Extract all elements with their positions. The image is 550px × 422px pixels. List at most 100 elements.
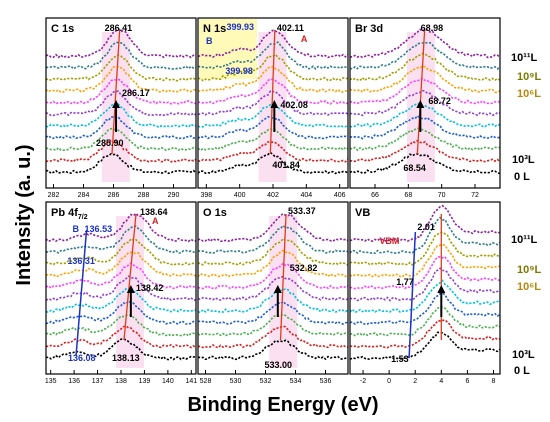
annot-peak-bottom: 285.90 xyxy=(96,138,124,148)
shift-arrowhead xyxy=(416,100,425,108)
panel-title: C 1s xyxy=(51,23,74,35)
annot-peak-bottom: 68.54 xyxy=(403,163,426,173)
series-3 xyxy=(45,300,197,326)
series-6 xyxy=(197,262,349,290)
series-1 xyxy=(349,319,501,349)
x-tick-label: 536 xyxy=(320,378,332,385)
x-tick-label: 139 xyxy=(139,378,151,385)
series-1 xyxy=(197,141,349,163)
annot-peak-mid: 402.08 xyxy=(280,100,308,110)
series-0 xyxy=(45,153,197,175)
series-9 xyxy=(45,225,197,254)
series-5 xyxy=(45,275,196,301)
x-tick-label: 136 xyxy=(68,378,80,385)
shift-arrowhead xyxy=(270,100,279,108)
component-label-a: A xyxy=(152,216,159,226)
annot-b-bottom: 136.08 xyxy=(68,353,96,363)
series-6 xyxy=(349,255,501,290)
series-8 xyxy=(349,52,501,82)
series-6 xyxy=(45,78,196,105)
series-3 xyxy=(197,115,349,140)
exposure-label-1e9-b: 10⁹L xyxy=(517,264,541,276)
series-1 xyxy=(45,325,197,349)
series-5 xyxy=(349,89,501,117)
series-8 xyxy=(197,237,349,266)
series-0 xyxy=(197,151,349,175)
series-8 xyxy=(197,53,348,82)
panel-frame xyxy=(349,17,501,189)
series-1 xyxy=(349,139,501,163)
series-4 xyxy=(45,287,197,313)
x-tick-label: 4 xyxy=(439,378,443,385)
series-2 xyxy=(350,305,501,337)
x-axis-label: Binding Energy (eV) xyxy=(187,394,378,416)
x-tick-label: 284 xyxy=(78,192,90,199)
peak-track-line xyxy=(123,213,137,341)
series-5 xyxy=(197,275,349,302)
series-8 xyxy=(349,231,500,266)
panel-0: 282 284 286 288 290 C 1s 286.41 286.17 285.90 xyxy=(45,17,197,199)
exposure-label-1e9: 10⁹L xyxy=(517,71,541,83)
exposure-labels-bottom: 10¹¹L 10⁹L 10⁶L 10³L 0 L xyxy=(511,234,541,377)
panel-1: 398 400 402 404 406 N 1s 402.11 402.08 401.84 399… xyxy=(197,17,349,199)
annot-peak-mid: 138.42 xyxy=(136,283,164,293)
x-tick-label: 290 xyxy=(168,192,180,199)
x-tick-label: 138 xyxy=(115,378,127,385)
series-8 xyxy=(45,237,196,266)
series-10 xyxy=(197,212,349,243)
x-tick-label: 70 xyxy=(438,192,446,199)
x-tick-label: 282 xyxy=(48,192,60,199)
panel-frame xyxy=(197,201,349,375)
panel-title: VB xyxy=(355,207,370,219)
x-tick-label: 404 xyxy=(300,192,312,199)
series-2 xyxy=(197,128,349,152)
x-tick-label: 0 xyxy=(387,378,391,385)
panel-title-sub: 7/2 xyxy=(78,214,88,221)
series-6 xyxy=(45,262,197,290)
x-tick-label: 398 xyxy=(200,192,212,199)
series-0 xyxy=(349,152,501,175)
panel-title: O 1s xyxy=(203,207,227,219)
shift-arrowhead xyxy=(126,285,135,293)
x-tick-label: 141 xyxy=(185,378,197,385)
annot-peak-bottom: 401.84 xyxy=(272,160,300,170)
annot-b-bottom: 399.98 xyxy=(225,66,253,76)
x-tick-label: 534 xyxy=(290,378,302,385)
shift-arrowhead xyxy=(437,285,446,293)
series-0 xyxy=(45,338,197,361)
x-tick-label: 140 xyxy=(162,378,174,385)
series-7 xyxy=(349,243,501,278)
exposure-labels-top: 10¹¹L 10⁹L 10⁶L 10³L 0 L xyxy=(511,52,541,183)
component-label-b: B xyxy=(73,224,80,234)
series-4 xyxy=(197,288,349,314)
exposure-label-1e6-b: 10⁶L xyxy=(517,281,541,293)
annot-peak-mid: 532.82 xyxy=(290,263,318,273)
x-tick-label: 135 xyxy=(45,378,57,385)
series-2 xyxy=(349,127,500,152)
annot-peak-top: 138.64 xyxy=(140,207,168,217)
x-tick-label: 66 xyxy=(371,192,379,199)
series-10 xyxy=(349,28,501,59)
x-tick-label: 286 xyxy=(108,192,120,199)
series-1 xyxy=(45,139,197,163)
shift-arrowhead xyxy=(112,100,121,108)
vbm-label: VBM xyxy=(379,236,399,246)
peak-track-line xyxy=(111,29,121,155)
annot-peak-mid: 286.17 xyxy=(122,88,150,98)
peak-track-line xyxy=(279,213,287,341)
series-4 xyxy=(349,279,501,314)
series-7 xyxy=(349,65,501,94)
exposure-label-1e6: 10⁶L xyxy=(517,88,541,100)
series-2 xyxy=(197,313,349,337)
exposure-label-1e3-b: 10³L xyxy=(512,349,535,361)
panel-title: N 1s xyxy=(203,23,226,35)
exposure-label-1e3: 10³L xyxy=(512,154,535,166)
series-9 xyxy=(197,224,349,255)
x-tick-label: 400 xyxy=(234,192,246,199)
series-7 xyxy=(45,65,197,94)
annot-vbm-bottom: 1.53 xyxy=(391,354,409,364)
x-tick-label: 532 xyxy=(260,378,272,385)
x-tick-label: 288 xyxy=(138,192,150,199)
